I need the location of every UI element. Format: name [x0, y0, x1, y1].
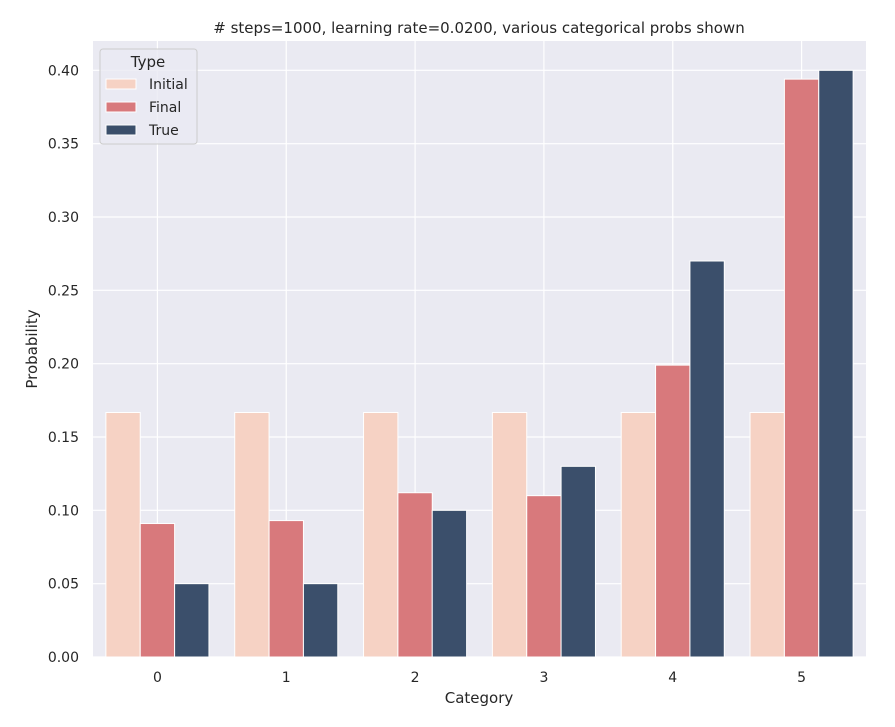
- bar-final-0: [139, 523, 176, 658]
- bar-final-5: [783, 78, 820, 658]
- bar-initial-1: [234, 412, 270, 658]
- legend-label: True: [148, 123, 179, 139]
- legend-box: [99, 48, 198, 145]
- y-tick-labels: 0.00 0.05 0.10 0.15 0.20 0.25 0.30 0.35 0.40: [48, 63, 79, 666]
- y-tick-label: 0.25: [48, 283, 79, 299]
- x-axis-label: Category: [445, 689, 514, 707]
- x-tick-label: 1: [282, 670, 291, 686]
- x-tick-label: 0: [153, 670, 162, 686]
- chart-title: # steps=1000, learning rate=0.0200, vari…: [213, 19, 744, 37]
- legend-swatch-final: [105, 101, 137, 113]
- legend: Type Initial Final True: [99, 48, 198, 145]
- x-tick-label: 3: [539, 670, 548, 686]
- legend-label: Final: [149, 100, 181, 116]
- bar-final-4: [655, 364, 691, 658]
- bar-initial-2: [363, 412, 399, 658]
- y-axis-label: Probability: [23, 309, 41, 388]
- y-tick-label: 0.00: [48, 650, 79, 666]
- legend-swatch-initial: [105, 78, 137, 90]
- bar-true-0: [174, 583, 210, 658]
- y-tick-label: 0.05: [48, 577, 79, 593]
- bar-true-4: [689, 260, 725, 658]
- legend-swatch-true: [105, 124, 137, 136]
- bar-initial-4: [620, 412, 657, 658]
- y-tick-label: 0.10: [48, 503, 79, 519]
- y-tick-label: 0.30: [48, 210, 79, 226]
- x-tick-label: 4: [668, 670, 677, 686]
- y-tick-label: 0.40: [48, 63, 79, 79]
- legend-title: Type: [130, 53, 165, 71]
- bar-true-1: [302, 583, 339, 658]
- bar-final-3: [526, 495, 562, 658]
- y-tick-label: 0.20: [48, 357, 79, 373]
- bar-final-1: [268, 520, 304, 658]
- bar-true-3: [560, 465, 596, 658]
- bar-initial-5: [749, 412, 785, 658]
- x-tick-labels: 0 1 2 3 4 5: [153, 670, 806, 686]
- y-tick-label: 0.35: [48, 137, 79, 153]
- x-tick-label: 2: [411, 670, 420, 686]
- bar-initial-3: [491, 412, 528, 658]
- bar-initial-0: [105, 412, 141, 658]
- y-tick-label: 0.15: [48, 430, 79, 446]
- bars: [105, 69, 854, 658]
- x-tick-label: 5: [797, 670, 806, 686]
- legend-label: Initial: [149, 77, 188, 93]
- bar-true-2: [431, 509, 468, 658]
- bar-true-5: [818, 69, 854, 658]
- bar-final-2: [397, 492, 433, 658]
